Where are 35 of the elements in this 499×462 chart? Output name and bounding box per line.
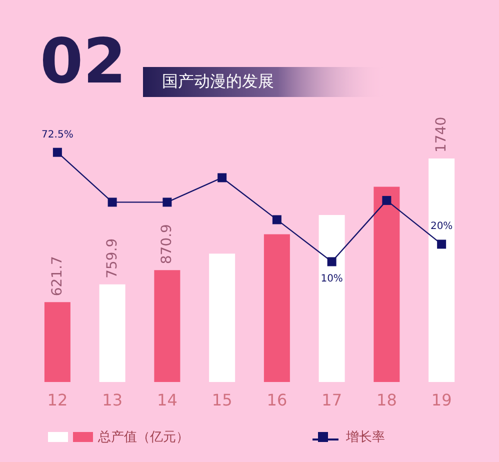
data-label: 1740	[434, 116, 450, 153]
point	[218, 173, 227, 182]
x-tick-label: 18	[376, 390, 397, 410]
bar	[428, 158, 455, 382]
x-tick-label: 17	[322, 390, 342, 410]
x-tick-label: 19	[431, 390, 452, 410]
bar	[154, 270, 180, 382]
bar	[374, 186, 400, 382]
point	[108, 198, 117, 207]
point	[162, 198, 172, 207]
point	[382, 196, 392, 205]
data-label: 621.7	[49, 256, 66, 296]
chart-title: 国产动漫的发展	[162, 72, 274, 90]
legend-label: 增长率	[345, 429, 385, 445]
x-tick-label: 13	[102, 390, 122, 410]
x-tick-label: 16	[266, 390, 288, 410]
point	[52, 148, 62, 157]
x-tick-label: 14	[157, 390, 178, 410]
bar	[44, 302, 70, 382]
x-tick-label: 12	[47, 390, 68, 410]
data-label: 10%	[320, 274, 343, 285]
bar	[99, 284, 126, 382]
point	[437, 240, 446, 249]
data-label: 759.9	[104, 238, 120, 278]
text: 02	[40, 24, 126, 98]
bar	[264, 234, 290, 382]
legend-label: 总产值（亿元）	[97, 430, 189, 445]
bar	[318, 215, 345, 382]
x-tick-label: 15	[212, 390, 232, 410]
data-label: 72.5%	[42, 129, 74, 140]
point	[272, 215, 282, 224]
bar	[209, 254, 236, 382]
data-label: 20%	[430, 221, 453, 232]
point	[327, 257, 336, 266]
data-label: 870.9	[159, 224, 176, 264]
